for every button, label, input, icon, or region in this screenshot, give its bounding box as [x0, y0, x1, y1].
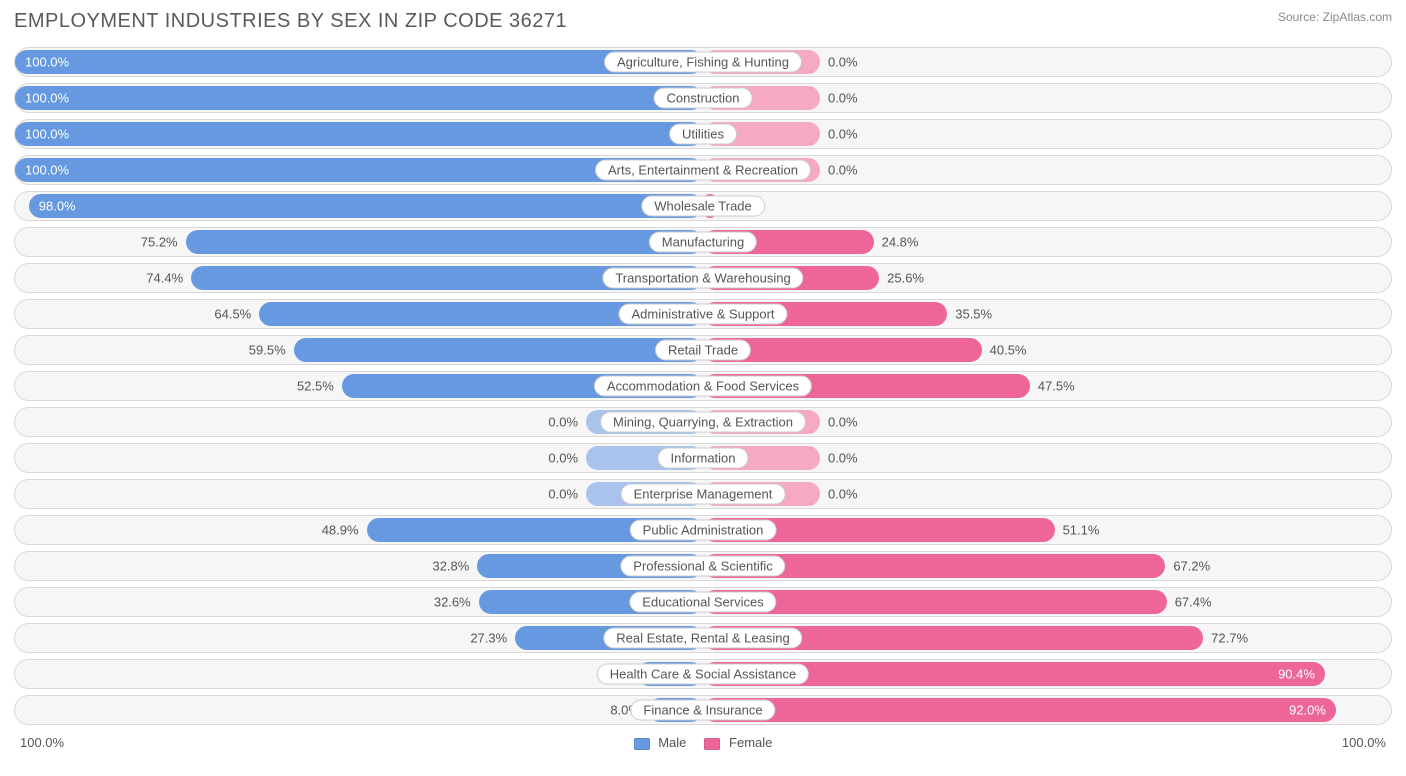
male-swatch: [634, 738, 650, 750]
chart-row: 0.0% 0.0% Enterprise Management: [14, 479, 1392, 509]
category-label: Administrative & Support: [618, 304, 787, 325]
chart-title: EMPLOYMENT INDUSTRIES BY SEX IN ZIP CODE…: [14, 10, 567, 33]
category-label: Retail Trade: [655, 340, 751, 361]
chart-row: 32.6% 67.4% Educational Services: [14, 587, 1392, 617]
chart-header: EMPLOYMENT INDUSTRIES BY SEX IN ZIP CODE…: [14, 10, 1392, 33]
male-bar: [15, 86, 703, 110]
category-label: Health Care & Social Assistance: [597, 664, 809, 685]
female-pct-label: 35.5%: [955, 307, 992, 322]
category-label: Information: [657, 448, 748, 469]
chart-row: 9.6%90.4%Health Care & Social Assistance: [14, 659, 1392, 689]
female-pct-label: 24.8%: [882, 235, 919, 250]
male-pct-label: 0.0%: [548, 415, 578, 430]
chart-source: Source: ZipAtlas.com: [1278, 10, 1392, 24]
female-pct-label: 0.0%: [828, 127, 858, 142]
female-pct-label: 47.5%: [1038, 379, 1075, 394]
chart-row: 48.9% 51.1% Public Administration: [14, 515, 1392, 545]
category-label: Enterprise Management: [621, 484, 786, 505]
chart-row: 27.3% 72.7% Real Estate, Rental & Leasing: [14, 623, 1392, 653]
female-pct-label: 92.0%: [1289, 703, 1326, 718]
male-pct-label: 100.0%: [25, 91, 69, 106]
category-label: Finance & Insurance: [630, 700, 775, 721]
chart-legend: 100.0% Male Female 100.0%: [14, 731, 1392, 750]
category-label: Wholesale Trade: [641, 196, 765, 217]
female-pct-label: 67.2%: [1173, 559, 1210, 574]
chart-row: 98.0%2.0%Wholesale Trade: [14, 191, 1392, 221]
female-pct-label: 51.1%: [1063, 523, 1100, 538]
male-pct-label: 98.0%: [39, 199, 76, 214]
male-pct-label: 27.3%: [470, 631, 507, 646]
female-pct-label: 0.0%: [828, 163, 858, 178]
category-label: Educational Services: [629, 592, 776, 613]
male-bar: [29, 194, 703, 218]
category-label: Agriculture, Fishing & Hunting: [604, 52, 802, 73]
female-pct-label: 0.0%: [828, 55, 858, 70]
chart-row: 32.8% 67.2% Professional & Scientific: [14, 551, 1392, 581]
female-pct-label: 25.6%: [887, 271, 924, 286]
chart-row: 100.0% 0.0% Construction: [14, 83, 1392, 113]
chart-row: 100.0% 0.0% Agriculture, Fishing & Hunting: [14, 47, 1392, 77]
legend-series: Male Female: [634, 735, 773, 750]
category-label: Manufacturing: [649, 232, 757, 253]
axis-right-max: 100.0%: [1342, 735, 1386, 750]
chart-row: 74.4% 25.6% Transportation & Warehousing: [14, 263, 1392, 293]
category-label: Real Estate, Rental & Leasing: [603, 628, 802, 649]
male-pct-label: 0.0%: [548, 451, 578, 466]
chart-row: 100.0% 0.0% Utilities: [14, 119, 1392, 149]
male-pct-label: 74.4%: [146, 271, 183, 286]
male-pct-label: 100.0%: [25, 55, 69, 70]
male-bar: [15, 122, 703, 146]
male-pct-label: 75.2%: [141, 235, 178, 250]
category-label: Construction: [654, 88, 753, 109]
chart-row: 64.5% 35.5% Administrative & Support: [14, 299, 1392, 329]
legend-male-label: Male: [658, 735, 686, 750]
female-pct-label: 72.7%: [1211, 631, 1248, 646]
male-pct-label: 0.0%: [548, 487, 578, 502]
male-bar: [294, 338, 703, 362]
female-pct-label: 0.0%: [828, 91, 858, 106]
diverging-bar-chart: 100.0% 0.0% Agriculture, Fishing & Hunting…: [14, 47, 1392, 725]
chart-row: 59.5% 40.5% Retail Trade: [14, 335, 1392, 365]
category-label: Accommodation & Food Services: [594, 376, 812, 397]
legend-item-female: Female: [704, 735, 772, 750]
category-label: Mining, Quarrying, & Extraction: [600, 412, 806, 433]
female-pct-label: 0.0%: [828, 415, 858, 430]
chart-row: 52.5% 47.5% Accommodation & Food Services: [14, 371, 1392, 401]
category-label: Transportation & Warehousing: [602, 268, 803, 289]
female-pct-label: 40.5%: [990, 343, 1027, 358]
axis-left-max: 100.0%: [20, 735, 64, 750]
male-pct-label: 100.0%: [25, 163, 69, 178]
male-bar: [186, 230, 703, 254]
female-pct-label: 0.0%: [828, 487, 858, 502]
legend-female-label: Female: [729, 735, 772, 750]
category-label: Utilities: [669, 124, 737, 145]
male-pct-label: 64.5%: [214, 307, 251, 322]
category-label: Professional & Scientific: [620, 556, 785, 577]
male-pct-label: 100.0%: [25, 127, 69, 142]
chart-row: 8.0%92.0%Finance & Insurance: [14, 695, 1392, 725]
female-bar: [703, 698, 1336, 722]
male-pct-label: 32.6%: [434, 595, 471, 610]
female-pct-label: 67.4%: [1175, 595, 1212, 610]
category-label: Arts, Entertainment & Recreation: [595, 160, 811, 181]
chart-row: 100.0% 0.0% Arts, Entertainment & Recreati…: [14, 155, 1392, 185]
female-swatch: [704, 738, 720, 750]
chart-row: 0.0% 0.0% Mining, Quarrying, & Extraction: [14, 407, 1392, 437]
female-pct-label: 90.4%: [1278, 667, 1315, 682]
chart-row: 75.2% 24.8% Manufacturing: [14, 227, 1392, 257]
legend-item-male: Male: [634, 735, 687, 750]
male-pct-label: 32.8%: [432, 559, 469, 574]
male-bar: [15, 50, 703, 74]
female-pct-label: 0.0%: [828, 451, 858, 466]
chart-row: 0.0% 0.0% Information: [14, 443, 1392, 473]
male-pct-label: 48.9%: [322, 523, 359, 538]
male-pct-label: 52.5%: [297, 379, 334, 394]
category-label: Public Administration: [630, 520, 777, 541]
male-pct-label: 59.5%: [249, 343, 286, 358]
